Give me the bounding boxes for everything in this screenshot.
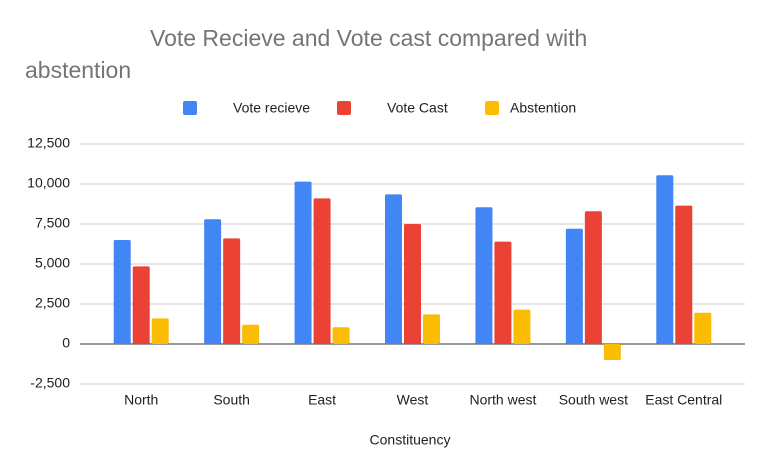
bar: [151, 318, 169, 344]
x-tick-label: East Central: [645, 392, 722, 408]
x-tick-label: South: [213, 392, 250, 408]
x-tick-label: East: [308, 392, 336, 408]
bar: [113, 240, 131, 344]
bar: [675, 205, 693, 344]
bar: [242, 324, 260, 344]
bar: [565, 228, 583, 344]
bar: [603, 344, 621, 360]
bar: [294, 181, 312, 344]
x-tick-label: South west: [559, 392, 628, 408]
legend-label: Vote Cast: [387, 100, 448, 116]
bar: [223, 238, 241, 344]
bar: [404, 224, 421, 344]
legend-label: Abstention: [510, 100, 576, 116]
bar: [132, 266, 150, 344]
y-tick-label: 2,500: [35, 295, 70, 311]
y-tick-label: 10,000: [27, 175, 70, 191]
y-tick-label: 5,000: [35, 255, 70, 271]
legend-swatch: [183, 101, 197, 115]
y-tick-label: 12,500: [27, 135, 70, 151]
bar: [584, 211, 602, 344]
x-tick-label: West: [397, 392, 429, 408]
legend-swatch: [337, 101, 351, 115]
bar: [385, 194, 402, 344]
bar: [694, 312, 712, 344]
bar: [423, 314, 440, 344]
x-tick-label: North: [124, 392, 158, 408]
bar: [204, 219, 222, 344]
chart-title: Vote Recieve and Vote cast compared with…: [25, 25, 588, 83]
x-axis-label: Constituency: [370, 432, 451, 448]
x-tick-label: North west: [469, 392, 536, 408]
bar: [475, 207, 493, 344]
y-tick-label: 7,500: [35, 215, 70, 231]
bar: [656, 175, 674, 344]
legend-swatch: [485, 101, 499, 115]
y-tick-label: 0: [62, 335, 70, 351]
bar: [513, 309, 531, 344]
bar: [494, 241, 512, 344]
y-tick-label: -2,500: [30, 375, 70, 391]
bar: [313, 198, 331, 344]
legend-label: Vote recieve: [233, 100, 310, 116]
bar: [332, 327, 350, 344]
